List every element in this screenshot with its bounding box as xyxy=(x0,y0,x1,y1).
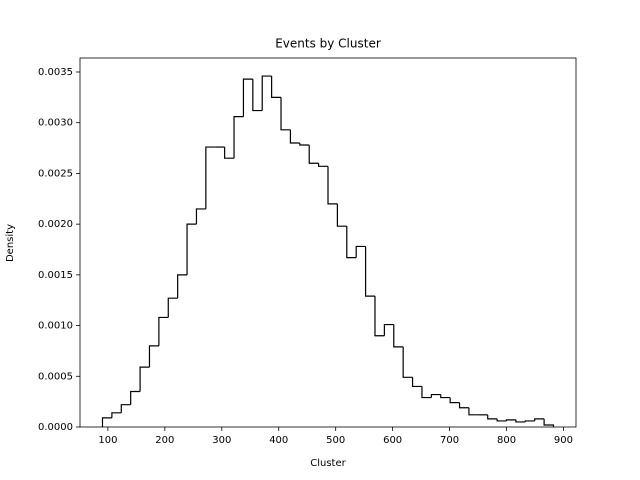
histogram-bar xyxy=(224,147,235,159)
x-axis-label: Cluster xyxy=(310,458,346,469)
histogram-bar xyxy=(374,296,385,337)
histogram-bar xyxy=(167,297,178,318)
histogram-bar xyxy=(534,418,545,421)
histogram-bar xyxy=(364,246,375,297)
y-tick-label: 0.0005 xyxy=(38,371,73,382)
histogram-bar xyxy=(383,323,394,336)
x-tick-label: 100 xyxy=(98,435,117,446)
histogram-bar xyxy=(515,419,526,423)
x-tick-label: 200 xyxy=(155,435,174,446)
histogram-bar xyxy=(355,245,366,258)
histogram-bar xyxy=(289,129,300,144)
histogram-bar xyxy=(449,397,460,404)
histogram-bar xyxy=(261,75,272,111)
histogram-bar xyxy=(318,163,328,167)
histogram-bar xyxy=(308,145,319,164)
histogram-bar xyxy=(440,394,451,399)
histogram-bar xyxy=(101,417,112,427)
histogram-bar xyxy=(346,226,357,259)
histogram-bar xyxy=(421,386,432,399)
histogram-bar xyxy=(299,142,310,146)
histogram-bar xyxy=(411,377,422,388)
x-tick-label: 600 xyxy=(383,435,402,446)
histogram-bar xyxy=(487,414,498,420)
histogram-bar xyxy=(496,418,507,422)
y-tick-label: 0.0020 xyxy=(38,219,73,230)
y-tick-label: 0.0025 xyxy=(38,168,73,179)
histogram-bar xyxy=(233,116,244,159)
histogram-bar xyxy=(280,97,291,131)
histogram-bar xyxy=(111,412,122,418)
chart-title: Events by Cluster xyxy=(275,37,381,51)
y-axis-label: Density xyxy=(5,224,16,262)
histogram-bar xyxy=(120,404,131,413)
histogram-bar xyxy=(543,418,555,427)
histogram-bar xyxy=(130,390,141,405)
x-tick-label: 400 xyxy=(269,435,288,446)
plot-frame xyxy=(79,57,577,428)
histogram-bar xyxy=(458,402,469,409)
x-tick-label: 900 xyxy=(554,435,573,446)
histogram-bar xyxy=(271,76,282,98)
histogram-bar xyxy=(430,393,441,398)
x-tick-label: 700 xyxy=(440,435,459,446)
histogram-bar xyxy=(402,346,413,378)
y-tick-label: 0.0030 xyxy=(38,118,73,129)
y-tick-label: 0.0010 xyxy=(38,321,73,332)
x-tick-label: 800 xyxy=(497,435,516,446)
histogram-bar xyxy=(524,420,535,422)
histogram-bar xyxy=(336,203,347,227)
histogram-bar xyxy=(468,407,479,416)
y-tick-label: 0.0015 xyxy=(38,270,73,281)
histogram-bar xyxy=(177,274,188,299)
histogram-bar xyxy=(195,208,206,225)
y-tick-label: 0.0035 xyxy=(38,67,73,78)
histogram-bar xyxy=(327,166,338,205)
histogram-bar xyxy=(139,366,150,392)
x-tick-label: 300 xyxy=(212,435,231,446)
x-tick-label: 500 xyxy=(326,435,345,446)
histogram-bar xyxy=(242,78,253,117)
histogram-bar xyxy=(186,223,197,275)
histogram-bar xyxy=(505,419,516,421)
y-tick-label: 0.0000 xyxy=(38,422,73,433)
histogram-bar xyxy=(393,324,404,348)
histogram-bar xyxy=(205,146,216,209)
histogram-bar xyxy=(148,345,159,368)
histogram-bar xyxy=(252,79,263,112)
histogram-bar xyxy=(158,316,169,346)
